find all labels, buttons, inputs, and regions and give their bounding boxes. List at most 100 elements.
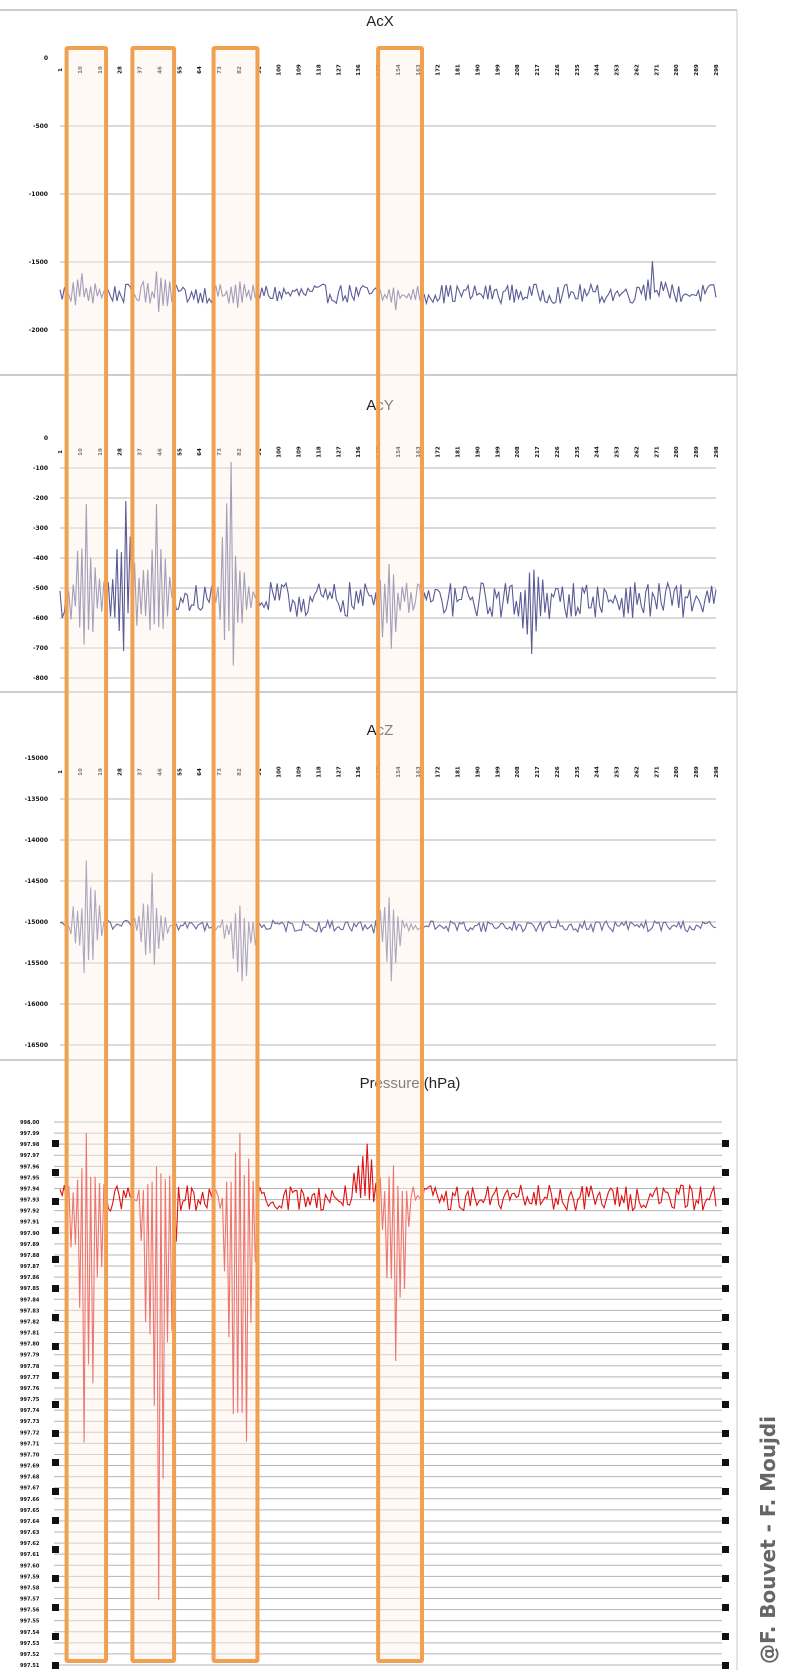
highlight-window-1 [64, 46, 109, 1663]
y-tick-label: -15500 [25, 960, 48, 967]
x-tick-label: 10 [78, 66, 84, 74]
y-tick-label: 997.91 [20, 1220, 40, 1226]
x-tick-label: 91 [257, 768, 263, 776]
y-tick-label: -15000 [25, 919, 48, 926]
axis-marker [722, 1256, 729, 1263]
x-tick-label: 1 [58, 770, 64, 774]
y-tick-label: 997.58 [20, 1585, 40, 1591]
axis-marker [52, 1459, 59, 1466]
y-tick-label: -700 [33, 645, 48, 652]
axis-marker [52, 1546, 59, 1553]
y-tick-label: -500 [33, 123, 48, 130]
x-tick-label: 91 [257, 66, 263, 74]
x-tick-label: 19 [98, 66, 104, 74]
y-tick-label: 997.71 [20, 1441, 40, 1447]
y-tick-label: 997.52 [20, 1652, 40, 1658]
x-tick-label: 163 [416, 64, 422, 76]
y-tick-label: 997.92 [20, 1209, 40, 1215]
y-tick-label: 997.73 [20, 1419, 40, 1425]
x-tick-label: 271 [654, 446, 660, 458]
axis-marker [722, 1140, 729, 1147]
y-tick-label: 997.98 [20, 1142, 40, 1148]
highlight-layer [64, 46, 425, 1663]
x-tick-label: 226 [555, 64, 561, 76]
axis-marker [722, 1459, 729, 1466]
x-tick-label: 1 [58, 450, 64, 454]
y-tick-label: 997.93 [20, 1198, 40, 1204]
x-tick-label: 280 [674, 766, 680, 778]
y-tick-label: 997.75 [20, 1397, 40, 1403]
x-tick-label: 163 [416, 446, 422, 458]
x-tick-label: 64 [197, 66, 203, 74]
axis-marker [722, 1343, 729, 1350]
x-tick-label: 208 [515, 446, 521, 458]
x-tick-label: 100 [277, 446, 283, 458]
y-tick-label: -500 [33, 585, 48, 592]
x-tick-label: 235 [575, 766, 581, 778]
axis-marker [52, 1372, 59, 1379]
y-tick-label: 997.99 [20, 1131, 40, 1137]
x-tick-label: 199 [495, 766, 501, 778]
x-tick-label: 127 [336, 766, 342, 778]
x-tick-label: 82 [237, 768, 243, 776]
y-tick-label: 997.64 [20, 1519, 40, 1525]
x-tick-label: 271 [654, 766, 660, 778]
axis-marker [52, 1169, 59, 1176]
axis-marker [722, 1517, 729, 1524]
x-tick-label: 10 [78, 448, 84, 456]
x-tick-label: 244 [595, 766, 601, 778]
x-tick-label: 82 [237, 66, 243, 74]
x-tick-label: 199 [495, 64, 501, 76]
x-tick-label: 154 [396, 64, 402, 76]
x-tick-label: 262 [634, 766, 640, 778]
y-tick-label: -1500 [29, 259, 48, 266]
y-tick-label: -16500 [25, 1042, 48, 1049]
x-tick-label: 253 [615, 64, 621, 76]
axis-marker [722, 1633, 729, 1640]
x-tick-label: 190 [475, 64, 481, 76]
axis-marker [52, 1227, 59, 1234]
axis-marker [52, 1401, 59, 1408]
y-tick-label: 997.65 [20, 1508, 40, 1514]
x-tick-label: 55 [177, 448, 183, 456]
axis-marker [722, 1401, 729, 1408]
x-tick-label: 118 [316, 64, 322, 76]
x-tick-label: 73 [217, 768, 223, 776]
y-tick-label: 997.76 [20, 1386, 40, 1392]
y-tick-label: -600 [33, 615, 48, 622]
axis-marker [722, 1662, 729, 1669]
x-tick-label: 172 [436, 64, 442, 76]
axis-marker [722, 1314, 729, 1321]
x-tick-label: 226 [555, 446, 561, 458]
x-tick-label: 271 [654, 64, 660, 76]
x-tick-label: 118 [316, 446, 322, 458]
x-tick-label: 136 [356, 766, 362, 778]
x-tick-label: 181 [456, 446, 462, 458]
x-tick-label: 127 [336, 446, 342, 458]
x-tick-label: 37 [138, 448, 144, 456]
y-tick-label: 997.72 [20, 1430, 40, 1436]
y-tick-label: -16000 [25, 1001, 48, 1008]
watermark-text: @F. Bouvet - F. Moujdi [756, 1416, 780, 1664]
axis-marker [52, 1517, 59, 1524]
x-tick-label: 127 [336, 64, 342, 76]
axis-marker [52, 1488, 59, 1495]
y-tick-label: 997.82 [20, 1319, 40, 1325]
y-tick-label: 997.67 [20, 1486, 40, 1492]
axis-marker [52, 1285, 59, 1292]
x-tick-label: 28 [118, 448, 124, 456]
x-tick-label: 244 [595, 446, 601, 458]
x-tick-label: 217 [535, 64, 541, 76]
x-tick-label: 28 [118, 768, 124, 776]
y-tick-label: 997.55 [20, 1619, 40, 1625]
chart-3: Pressure (hPa) 998.00 997.99 997.98 997.97 99… [0, 1059, 738, 1670]
x-tick-label: 217 [535, 766, 541, 778]
y-tick-label: 997.68 [20, 1475, 40, 1481]
y-tick-label: 0 [44, 55, 48, 62]
x-tick-label: 235 [575, 446, 581, 458]
x-tick-label: 100 [277, 766, 283, 778]
y-tick-label: 997.70 [20, 1452, 40, 1458]
x-tick-label: 289 [694, 446, 700, 458]
x-tick-label: 298 [714, 766, 720, 778]
